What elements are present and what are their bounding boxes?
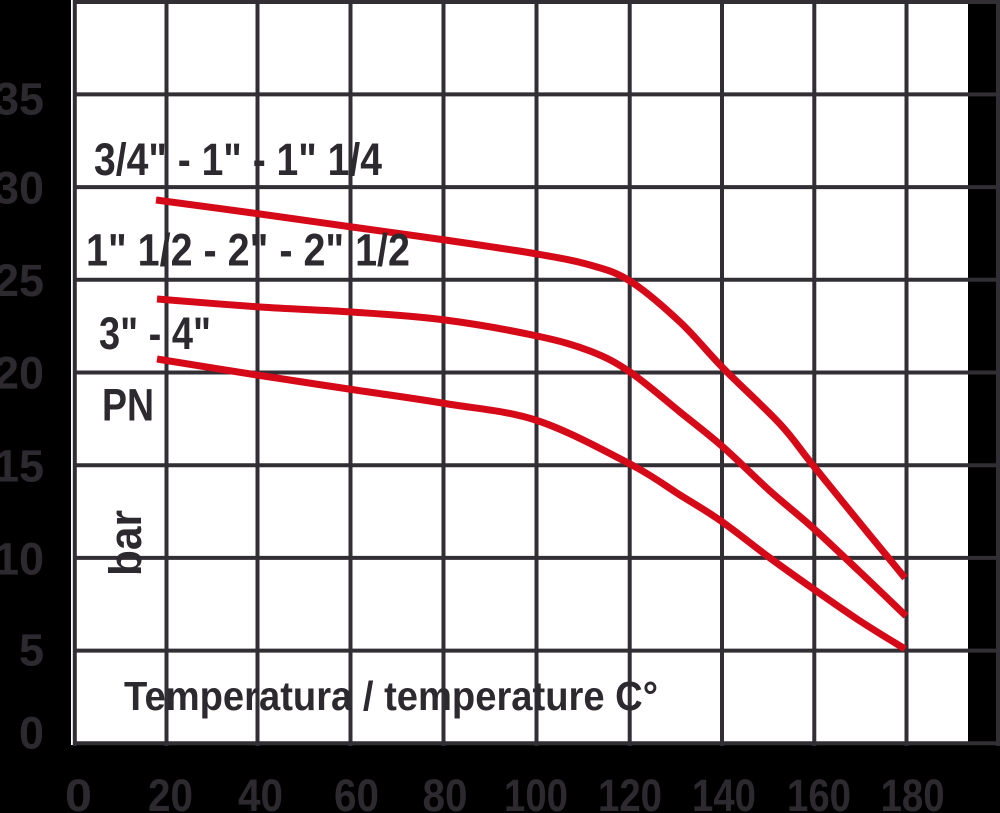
svg-text:20: 20 [148, 770, 193, 813]
svg-text:100: 100 [504, 770, 568, 813]
svg-text:120: 120 [598, 770, 662, 813]
svg-text:3" - 4": 3" - 4" [99, 308, 211, 359]
svg-text:140: 140 [692, 770, 756, 813]
svg-text:160: 160 [787, 770, 851, 813]
svg-text:0: 0 [65, 770, 92, 813]
svg-text:3/4" - 1" - 1" 1/4: 3/4" - 1" - 1" 1/4 [94, 134, 382, 185]
svg-text:30: 30 [0, 163, 44, 214]
svg-text:20: 20 [0, 348, 44, 399]
svg-text:15: 15 [0, 441, 44, 492]
svg-text:10: 10 [0, 533, 44, 584]
svg-text:180: 180 [881, 770, 945, 813]
svg-text:80: 80 [423, 770, 468, 813]
svg-text:PN: PN [102, 380, 154, 431]
svg-text:0: 0 [19, 707, 44, 758]
svg-text:bar: bar [100, 510, 151, 576]
svg-text:60: 60 [334, 770, 379, 813]
svg-text:40: 40 [238, 770, 283, 813]
svg-text:25: 25 [0, 255, 44, 306]
svg-text:35: 35 [0, 74, 44, 125]
svg-text:5: 5 [19, 625, 44, 676]
svg-text:1" 1/2 - 2" - 2" 1/2: 1" 1/2 - 2" - 2" 1/2 [86, 225, 410, 276]
svg-text:Temperatura / temperature C°: Temperatura / temperature C° [124, 673, 658, 719]
